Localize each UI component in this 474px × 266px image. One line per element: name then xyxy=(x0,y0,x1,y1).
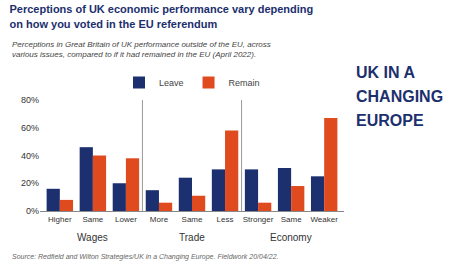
svg-text:Remain: Remain xyxy=(229,78,260,88)
svg-text:Same: Same xyxy=(182,215,203,224)
svg-text:Less: Less xyxy=(217,215,234,224)
svg-text:Weaker: Weaker xyxy=(310,215,338,224)
svg-text:80%: 80% xyxy=(21,95,39,105)
svg-text:Higher: Higher xyxy=(48,215,72,224)
svg-text:Lower: Lower xyxy=(115,215,137,224)
svg-text:CHANGING: CHANGING xyxy=(356,88,443,105)
svg-text:Trade: Trade xyxy=(179,232,205,243)
svg-text:Same: Same xyxy=(82,215,103,224)
svg-text:60%: 60% xyxy=(21,123,39,133)
svg-text:Stronger: Stronger xyxy=(243,215,274,224)
svg-text:More: More xyxy=(150,215,169,224)
svg-text:Leave: Leave xyxy=(159,78,184,88)
svg-text:0%: 0% xyxy=(26,206,39,216)
svg-text:Perceptions of UK economic per: Perceptions of UK economic performance v… xyxy=(9,3,313,29)
svg-text:UK IN A: UK IN A xyxy=(356,64,415,81)
svg-text:40%: 40% xyxy=(21,151,39,161)
svg-text:Economy: Economy xyxy=(270,232,312,243)
svg-text:20%: 20% xyxy=(21,178,39,188)
svg-text:Same: Same xyxy=(281,215,302,224)
svg-text:Perceptions in Great Britain o: Perceptions in Great Britain of UK perfo… xyxy=(12,40,271,59)
svg-text:Source: Redfield and Wilton St: Source: Redfield and Wilton Strategies/U… xyxy=(12,253,279,261)
svg-text:Wages: Wages xyxy=(77,232,108,243)
svg-text:EUROPE: EUROPE xyxy=(356,112,424,129)
